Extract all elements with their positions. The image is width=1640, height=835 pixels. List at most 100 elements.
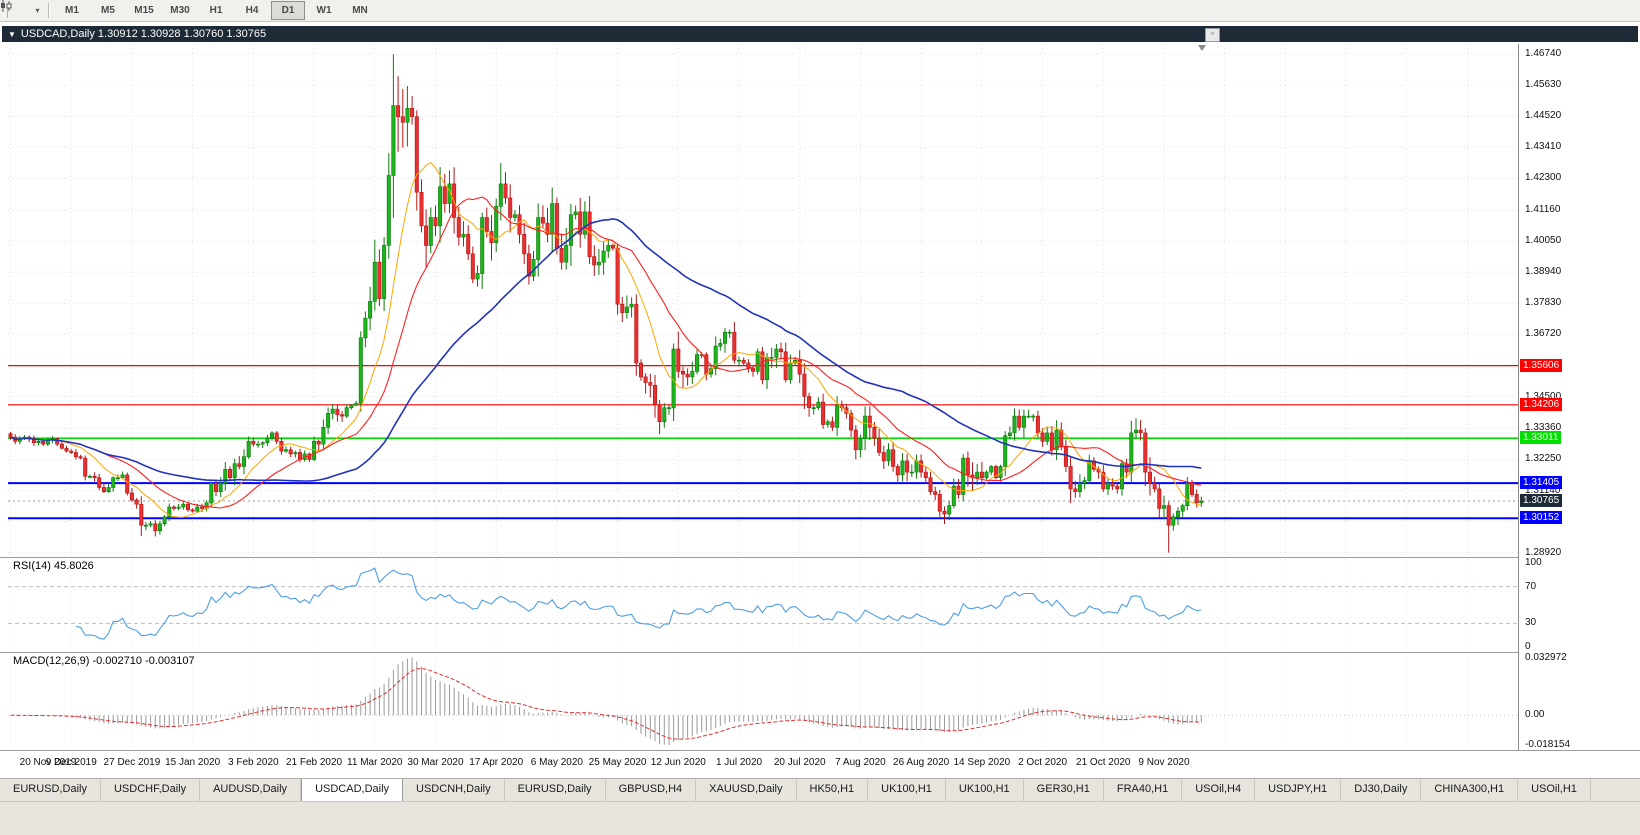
chart-tab-17[interactable]: USOil,H1 xyxy=(1518,779,1591,801)
chart-tab-16[interactable]: CHINA300,H1 xyxy=(1421,779,1519,801)
chart-title: USDCAD,Daily 1.30912 1.30928 1.30760 1.3… xyxy=(20,28,267,40)
price-level-label: 1.30152 xyxy=(1520,511,1563,524)
date-tick-label: 27 Dec 2019 xyxy=(103,757,161,768)
chart-menu-caret-icon[interactable]: ▼ xyxy=(8,30,16,39)
chart-tab-15[interactable]: DJ30,Daily xyxy=(1341,779,1422,801)
macd-tick-label: 0.032972 xyxy=(1525,652,1567,663)
date-tick-label: 14 Sep 2020 xyxy=(953,757,1011,768)
status-bar xyxy=(0,801,1640,835)
chart-tab-5[interactable]: EURUSD,Daily xyxy=(505,779,606,801)
date-tick-label: 26 Aug 2020 xyxy=(893,757,950,768)
timeframe-button-m1[interactable]: M1 xyxy=(65,5,79,16)
pane-splitter-2[interactable] xyxy=(0,652,1640,653)
timeframe-button-h1[interactable]: H1 xyxy=(209,5,223,16)
price-chart-svg xyxy=(8,44,1518,556)
macd-tick-label: 0.00 xyxy=(1525,709,1545,720)
date-tick-label: 12 Jun 2020 xyxy=(650,757,706,768)
chart-tab-3[interactable]: USDCAD,Daily xyxy=(301,779,404,801)
chart-type-icon[interactable] xyxy=(1,0,32,20)
date-tick-label: 21 Feb 2020 xyxy=(285,757,343,768)
price-tick-label: 1.28920 xyxy=(1525,547,1562,558)
chart-window: ▼ USDCAD,Daily 1.30912 1.30928 1.30760 1.… xyxy=(0,22,1640,778)
date-axis-border xyxy=(0,750,1640,751)
price-axis[interactable]: 1.46740 1.45630 1.44520 1.43410 1.42300 1.411… xyxy=(1518,44,1640,750)
chart-tab-14[interactable]: USDJPY,H1 xyxy=(1255,779,1342,801)
chart-titlebar[interactable]: ▼ USDCAD,Daily 1.30912 1.30928 1.30760 1.… xyxy=(2,26,1638,42)
timeframe-button-w1[interactable]: W1 xyxy=(316,5,332,16)
rsi-tick-label: 70 xyxy=(1525,581,1537,592)
date-tick-label: 25 May 2020 xyxy=(588,757,647,768)
price-tick-label: 1.40050 xyxy=(1525,235,1562,246)
price-level-label: 1.34206 xyxy=(1520,398,1563,411)
price-tick-label: 1.33360 xyxy=(1525,422,1562,433)
price-tick-label: 1.44520 xyxy=(1525,110,1562,121)
rsi-svg xyxy=(8,559,1518,651)
timeframe-button-d1[interactable]: D1 xyxy=(271,1,305,20)
chart-tab-11[interactable]: GER30,H1 xyxy=(1024,779,1104,801)
price-level-label: 1.33011 xyxy=(1520,431,1562,444)
date-tick-label: 20 Jul 2020 xyxy=(773,757,826,768)
rsi-tick-label: 30 xyxy=(1525,617,1537,628)
chart-tab-0[interactable]: EURUSD,Daily xyxy=(0,779,101,801)
date-tick-label: 11 Mar 2020 xyxy=(347,757,403,768)
timeframe-button-mn[interactable]: MN xyxy=(352,5,368,16)
chart-tab-2[interactable]: AUDUSD,Daily xyxy=(200,779,302,801)
date-tick-label: 9 Nov 2020 xyxy=(1138,757,1190,768)
rsi-indicator-canvas[interactable]: RSI(14) 45.8026 xyxy=(8,559,1518,651)
price-tick-label: 1.42300 xyxy=(1525,172,1562,183)
date-tick-label: 2 Oct 2020 xyxy=(1018,757,1068,768)
timeframe-button-m30[interactable]: M30 xyxy=(170,5,190,16)
chart-tab-13[interactable]: USOil,H4 xyxy=(1182,779,1256,801)
chart-tab-bar: EURUSD,Daily USDCHF,Daily AUDUSD,Daily USDC… xyxy=(0,778,1640,801)
rsi-label: RSI(14) 45.8026 xyxy=(13,560,94,572)
date-tick-label: 30 Mar 2020 xyxy=(407,757,464,768)
date-tick-label: 1 Jul 2020 xyxy=(715,757,763,768)
date-tick-label: 9 Dec 2019 xyxy=(45,757,97,768)
macd-label: MACD(12,26,9) -0.002710 -0.003107 xyxy=(13,655,195,667)
chart-shift-marker[interactable] xyxy=(1198,45,1206,51)
date-tick-label: 15 Jan 2020 xyxy=(165,757,221,768)
top-toolbar: ▾ M1 M5 M15 M30 H1 H4 D1 W1 MN xyxy=(0,0,1640,22)
macd-tick-label: -0.018154 xyxy=(1525,739,1571,750)
price-tick-label: 1.32250 xyxy=(1525,453,1562,464)
price-tick-label: 1.41160 xyxy=(1525,204,1561,215)
date-tick-label: 20 Nov 2019 xyxy=(19,757,77,768)
chart-tab-12[interactable]: FRA40,H1 xyxy=(1104,779,1183,801)
timeframe-button-m5[interactable]: M5 xyxy=(101,5,115,16)
chart-tab-1[interactable]: USDCHF,Daily xyxy=(101,779,201,801)
timeframe-buttons: M1 M5 M15 M30 H1 H4 D1 W1 MN xyxy=(55,1,379,20)
date-tick-label: 3 Feb 2020 xyxy=(228,757,279,768)
price-level-label: 1.31405 xyxy=(1520,476,1563,489)
chart-tab-4[interactable]: USDCNH,Daily xyxy=(403,779,505,801)
price-tick-label: 1.37830 xyxy=(1525,297,1562,308)
price-tick-label: 1.46740 xyxy=(1525,48,1562,59)
timeframe-button-m15[interactable]: M15 xyxy=(134,5,154,16)
price-level-label: 1.35606 xyxy=(1520,359,1563,372)
chart-tab-9[interactable]: UK100,H1 xyxy=(868,779,946,801)
chart-tab-6[interactable]: GBPUSD,H4 xyxy=(606,779,697,801)
chart-tab-10[interactable]: UK100,H1 xyxy=(946,779,1024,801)
price-tick-label: 1.43410 xyxy=(1525,141,1562,152)
price-tick-label: 1.45630 xyxy=(1525,79,1562,90)
price-tick-label: 1.31140 xyxy=(1525,485,1561,496)
candlestick-glyph xyxy=(1,0,12,12)
price-chart-canvas[interactable] xyxy=(8,44,1518,556)
chart-tab-8[interactable]: HK50,H1 xyxy=(797,779,869,801)
price-tick-label: 1.34500 xyxy=(1525,391,1562,402)
pane-splitter-1[interactable] xyxy=(0,557,1640,558)
dropdown-caret-icon[interactable]: ▾ xyxy=(35,6,40,15)
price-tick-label: 1.38940 xyxy=(1525,266,1562,277)
rsi-tick-label: 100 xyxy=(1525,557,1542,568)
current-price-label: 1.30765 xyxy=(1520,494,1563,507)
timeframe-button-h4[interactable]: H4 xyxy=(245,5,259,16)
price-tick-label: 1.36720 xyxy=(1525,328,1562,339)
date-tick-label: 17 Apr 2020 xyxy=(469,757,524,768)
macd-indicator-canvas[interactable]: MACD(12,26,9) -0.002710 -0.003107 xyxy=(8,654,1518,749)
chart-restore-button[interactable]: ▫ xyxy=(1205,28,1220,42)
chart-tab-7[interactable]: XAUUSD,Daily xyxy=(696,779,797,801)
date-axis[interactable]: 20 Nov 2019 9 Dec 2019 27 Dec 2019 15 Jan 2… xyxy=(8,751,1518,778)
date-tick-label: 7 Aug 2020 xyxy=(835,757,886,768)
rsi-tick-label: 0 xyxy=(1525,641,1531,652)
date-tick-label: 6 May 2020 xyxy=(530,757,583,768)
macd-svg xyxy=(8,654,1518,749)
